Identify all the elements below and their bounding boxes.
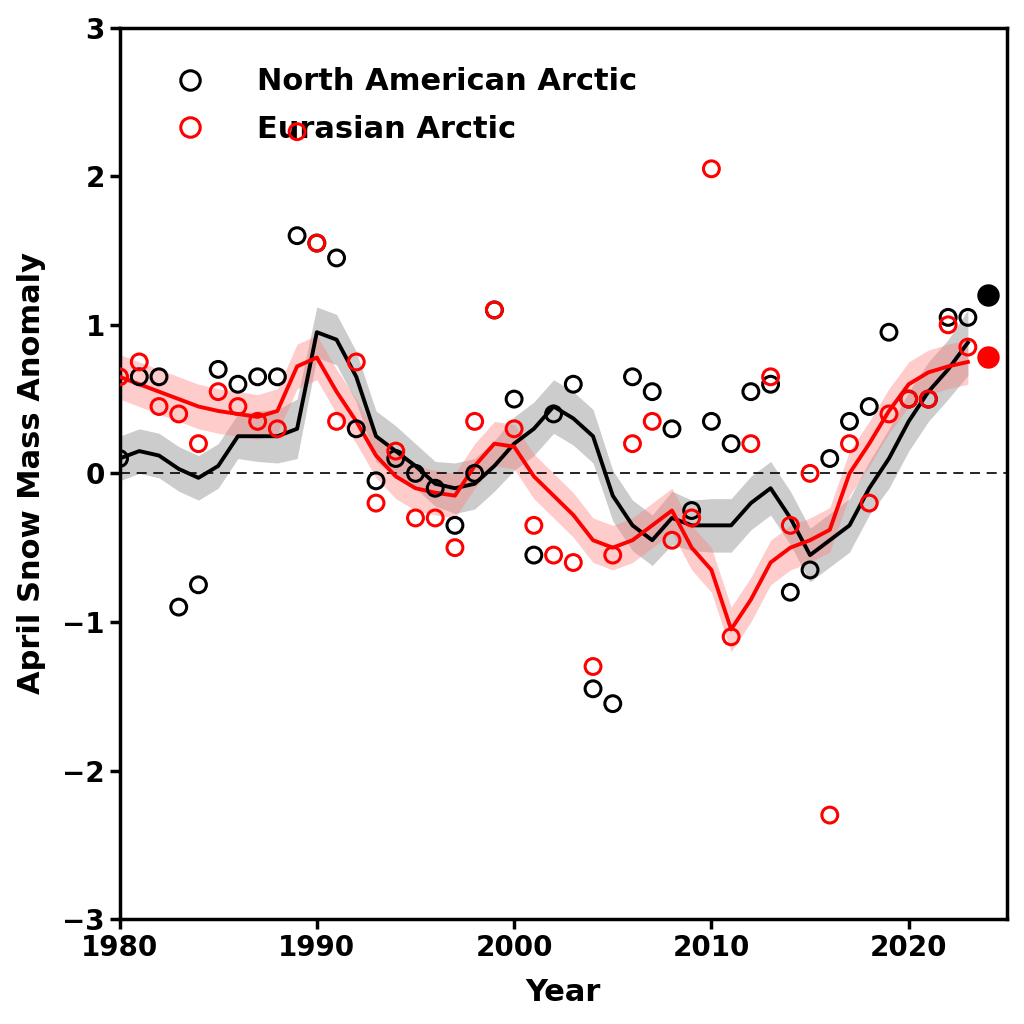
Point [269,369,286,385]
Point [387,451,403,467]
Point [427,480,443,497]
Point [979,287,995,303]
Point [723,435,739,452]
Point [229,398,246,415]
Point [763,376,779,392]
Point [210,383,226,399]
Point [959,309,976,326]
Point [861,495,878,511]
Point [171,599,187,615]
Point [900,391,916,408]
Point [289,227,305,244]
Point [940,316,956,333]
Y-axis label: April Snow Mass Anomaly: April Snow Mass Anomaly [16,252,46,694]
Point [585,658,601,675]
Point [664,532,680,549]
Point [921,391,937,408]
Point [131,353,147,370]
Point [467,413,483,429]
Point [842,413,858,429]
Point [368,473,384,489]
Point [546,406,562,422]
Point [308,234,325,251]
Point [782,517,799,534]
Point [446,517,463,534]
Point [151,369,167,385]
Point [486,302,503,318]
Point [112,451,128,467]
Point [486,302,503,318]
Point [802,465,818,481]
Point [644,413,660,429]
Point [625,435,641,452]
Point [842,435,858,452]
Point [210,361,226,378]
Point [190,435,207,452]
Point [348,421,365,437]
Point [131,369,147,385]
Point [683,503,699,519]
Point [881,324,897,340]
Point [506,391,522,408]
Point [742,383,759,399]
Point [821,807,838,823]
Point [387,443,403,460]
Point [525,547,542,563]
Point [585,681,601,697]
Point [604,695,621,712]
Point [565,376,582,392]
Point [329,250,345,266]
Point [802,562,818,579]
Point [368,495,384,511]
Point [782,584,799,600]
Point [467,465,483,481]
Point [763,369,779,385]
Point [506,421,522,437]
Point [151,398,167,415]
Point [408,465,424,481]
Point [250,369,266,385]
Point [742,435,759,452]
Point [229,376,246,392]
Point [821,451,838,467]
Point [269,421,286,437]
Point [329,413,345,429]
Point [683,510,699,526]
Point [408,510,424,526]
Point [723,629,739,645]
Legend: North American Arctic, Eurasian Arctic: North American Arctic, Eurasian Arctic [135,43,662,168]
Point [546,547,562,563]
Point [703,413,720,429]
Point [921,391,937,408]
Point [525,517,542,534]
Point [644,383,660,399]
Point [664,421,680,437]
Point [348,353,365,370]
Point [565,554,582,570]
Point [112,369,128,385]
Point [900,391,916,408]
Point [703,161,720,177]
Point [979,349,995,366]
X-axis label: Year: Year [525,978,601,1008]
Point [881,406,897,422]
Point [250,413,266,429]
Point [190,577,207,593]
Point [171,406,187,422]
Point [308,234,325,251]
Point [427,510,443,526]
Point [940,309,956,326]
Point [604,547,621,563]
Point [625,369,641,385]
Point [861,398,878,415]
Point [289,124,305,140]
Point [446,540,463,556]
Point [959,339,976,355]
